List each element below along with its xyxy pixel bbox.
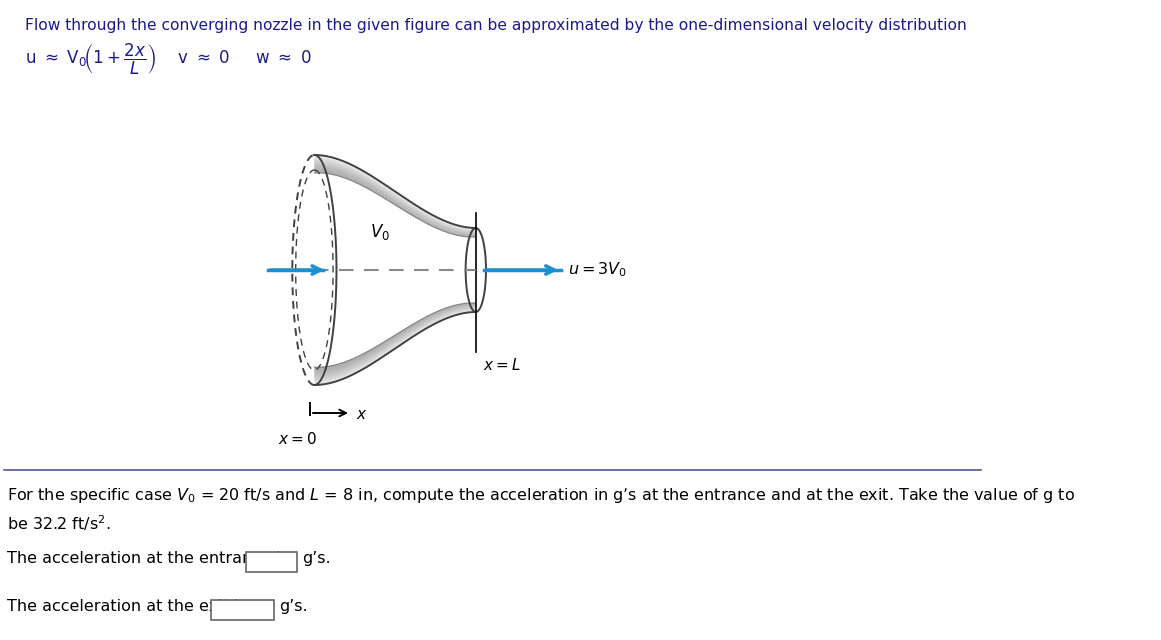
Text: $x = L$: $x = L$ <box>483 357 520 373</box>
Polygon shape <box>315 311 476 383</box>
Polygon shape <box>315 163 476 232</box>
Polygon shape <box>315 305 476 372</box>
Polygon shape <box>315 310 476 383</box>
Polygon shape <box>315 307 476 375</box>
Polygon shape <box>315 312 476 385</box>
Polygon shape <box>315 165 476 234</box>
Polygon shape <box>315 167 476 234</box>
Polygon shape <box>315 163 476 232</box>
Polygon shape <box>315 166 476 234</box>
Polygon shape <box>315 309 476 380</box>
Text: $u = 3V_0$: $u = 3V_0$ <box>568 260 627 279</box>
Polygon shape <box>315 159 476 230</box>
Polygon shape <box>315 310 476 382</box>
Polygon shape <box>315 311 476 384</box>
Text: Flow through the converging nozzle in the given figure can be approximated by th: Flow through the converging nozzle in th… <box>26 18 967 33</box>
Polygon shape <box>315 157 476 229</box>
Polygon shape <box>315 306 476 374</box>
Polygon shape <box>315 171 476 237</box>
Text: $x$: $x$ <box>356 406 368 422</box>
Polygon shape <box>315 170 476 236</box>
Polygon shape <box>315 168 476 235</box>
Text: $x = 0$: $x = 0$ <box>277 431 317 447</box>
Text: For the specific case $V_0$ = 20 ft/s and $L$ = 8 in, compute the acceleration i: For the specific case $V_0$ = 20 ft/s an… <box>7 486 1075 505</box>
Text: The acceleration at the entrance is: The acceleration at the entrance is <box>7 551 289 566</box>
Bar <box>210 600 274 620</box>
Polygon shape <box>315 161 476 231</box>
Polygon shape <box>315 308 476 378</box>
Polygon shape <box>315 304 476 369</box>
Polygon shape <box>315 155 476 228</box>
Polygon shape <box>315 161 476 231</box>
Polygon shape <box>315 307 476 374</box>
Polygon shape <box>315 162 476 232</box>
Polygon shape <box>315 310 476 381</box>
Polygon shape <box>315 169 476 236</box>
Bar <box>246 552 297 572</box>
Polygon shape <box>315 168 476 235</box>
Polygon shape <box>315 172 476 237</box>
Polygon shape <box>315 158 476 230</box>
Polygon shape <box>315 308 476 377</box>
Polygon shape <box>315 307 476 376</box>
Polygon shape <box>315 166 476 234</box>
Polygon shape <box>315 305 476 371</box>
Polygon shape <box>315 157 476 230</box>
Polygon shape <box>315 159 476 230</box>
Polygon shape <box>315 170 476 236</box>
Polygon shape <box>315 156 476 228</box>
Polygon shape <box>315 308 476 379</box>
Polygon shape <box>315 310 476 381</box>
Polygon shape <box>315 164 476 233</box>
Polygon shape <box>315 307 476 376</box>
Polygon shape <box>315 303 476 368</box>
Text: be 32.2 ft/s$^2$.: be 32.2 ft/s$^2$. <box>7 513 110 532</box>
Polygon shape <box>315 160 476 230</box>
Polygon shape <box>315 170 476 236</box>
Polygon shape <box>315 303 476 369</box>
Polygon shape <box>315 164 476 233</box>
Polygon shape <box>315 305 476 371</box>
Polygon shape <box>315 156 476 229</box>
Text: $V_0$: $V_0$ <box>369 222 390 242</box>
Polygon shape <box>315 309 476 380</box>
Polygon shape <box>315 172 476 237</box>
Polygon shape <box>315 161 476 232</box>
Text: The acceleration at the exit is: The acceleration at the exit is <box>7 599 246 614</box>
Text: g’s.: g’s. <box>303 551 331 566</box>
Polygon shape <box>315 304 476 370</box>
Polygon shape <box>315 308 476 378</box>
Polygon shape <box>315 305 476 372</box>
Text: g’s.: g’s. <box>280 599 308 614</box>
Polygon shape <box>315 303 476 368</box>
Text: u $\approx$ V$_0\!\left(1+\dfrac{2x}{L}\right)$$\quad$ v $\approx$ 0 $\quad$ w $: u $\approx$ V$_0\!\left(1+\dfrac{2x}{L}\… <box>26 42 312 77</box>
Polygon shape <box>315 312 476 385</box>
Polygon shape <box>315 307 476 376</box>
Polygon shape <box>315 306 476 373</box>
